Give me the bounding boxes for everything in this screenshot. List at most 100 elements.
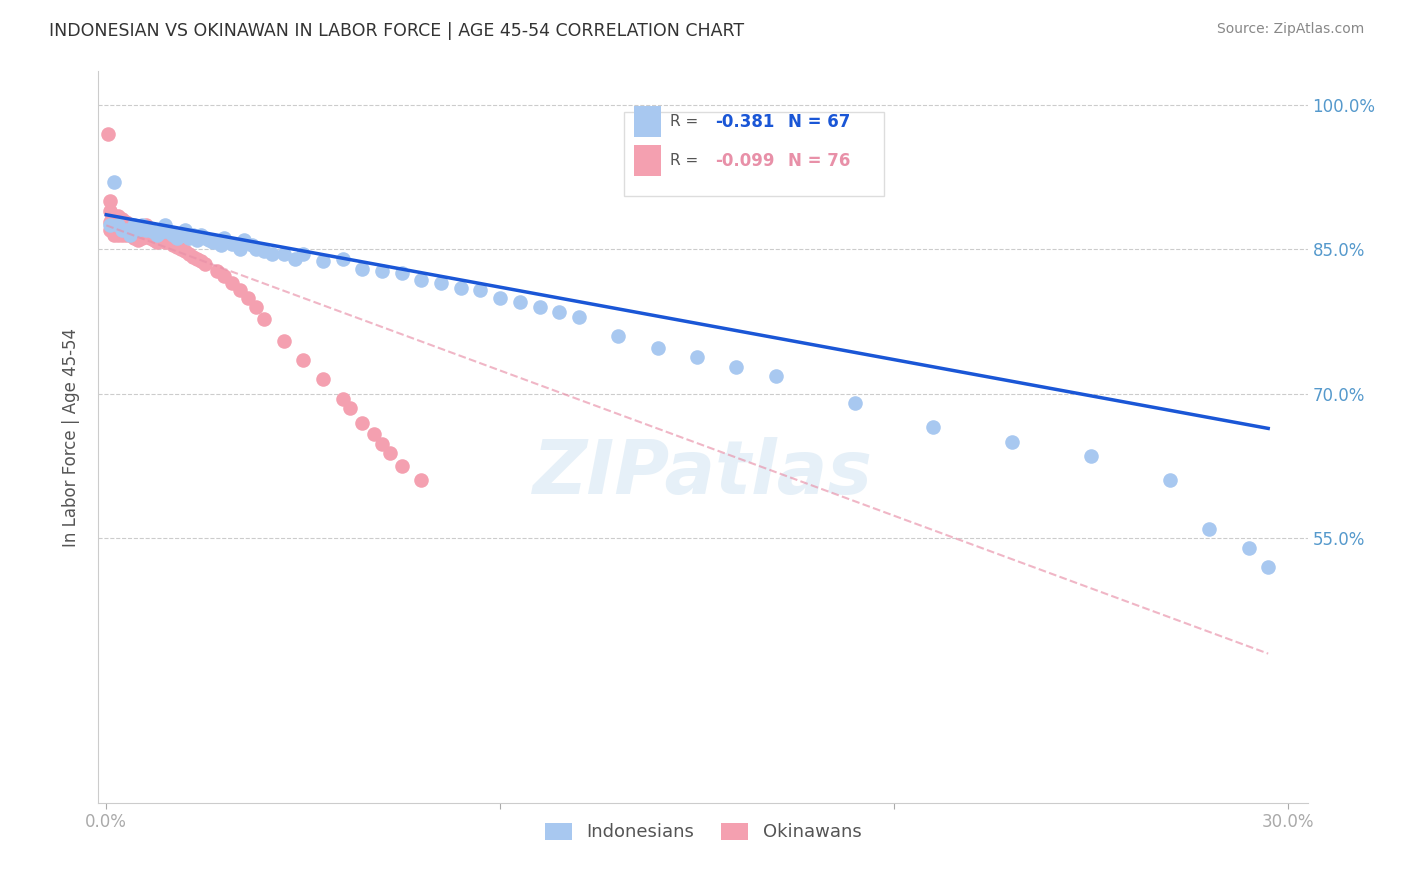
Y-axis label: In Labor Force | Age 45-54: In Labor Force | Age 45-54 bbox=[62, 327, 80, 547]
Point bbox=[411, 273, 433, 287]
Point bbox=[352, 261, 374, 276]
Point bbox=[245, 243, 267, 257]
FancyBboxPatch shape bbox=[624, 112, 884, 195]
Point bbox=[127, 223, 149, 237]
Point bbox=[205, 235, 228, 249]
Point bbox=[131, 231, 153, 245]
Point bbox=[391, 458, 413, 473]
Point bbox=[548, 305, 571, 319]
Point bbox=[107, 209, 129, 223]
Point bbox=[1159, 474, 1181, 488]
Text: -0.381: -0.381 bbox=[716, 112, 775, 131]
Text: ZIPatlas: ZIPatlas bbox=[533, 437, 873, 510]
Point bbox=[107, 219, 129, 233]
Point bbox=[186, 252, 208, 266]
Point bbox=[1001, 434, 1024, 449]
Point bbox=[118, 223, 141, 237]
Legend: Indonesians, Okinawans: Indonesians, Okinawans bbox=[537, 815, 869, 848]
Point bbox=[146, 231, 169, 245]
Point bbox=[115, 219, 138, 234]
Point bbox=[107, 219, 129, 233]
Point bbox=[146, 235, 169, 249]
Point bbox=[122, 221, 145, 235]
Point bbox=[332, 252, 354, 266]
Point bbox=[292, 247, 315, 261]
Point bbox=[568, 310, 591, 324]
Point bbox=[284, 252, 307, 266]
Point bbox=[155, 219, 177, 233]
Text: N = 67: N = 67 bbox=[787, 112, 851, 131]
Text: R =: R = bbox=[671, 153, 699, 168]
Point bbox=[186, 233, 208, 247]
Point bbox=[765, 369, 787, 384]
Point bbox=[98, 194, 121, 209]
Point bbox=[260, 247, 283, 261]
Point bbox=[273, 334, 295, 348]
Point bbox=[201, 235, 224, 249]
Bar bbox=[634, 145, 661, 176]
Point bbox=[391, 267, 413, 281]
Point bbox=[725, 359, 748, 374]
Point bbox=[844, 396, 866, 410]
Point bbox=[127, 233, 149, 247]
Point bbox=[157, 235, 180, 249]
Point bbox=[111, 223, 134, 237]
Point bbox=[111, 215, 134, 229]
Point bbox=[103, 211, 125, 226]
Point bbox=[529, 300, 551, 314]
Text: Source: ZipAtlas.com: Source: ZipAtlas.com bbox=[1216, 22, 1364, 37]
Point bbox=[138, 223, 160, 237]
Point bbox=[138, 225, 160, 239]
Point bbox=[122, 231, 145, 245]
Point bbox=[142, 225, 165, 239]
Point bbox=[131, 219, 153, 233]
Point bbox=[146, 227, 169, 242]
Point bbox=[607, 329, 630, 343]
Point bbox=[647, 341, 669, 355]
Point bbox=[155, 231, 177, 245]
Point bbox=[122, 225, 145, 239]
Point bbox=[111, 211, 134, 226]
Point bbox=[157, 225, 180, 239]
Point bbox=[135, 219, 157, 233]
Point bbox=[209, 237, 232, 252]
Point bbox=[103, 215, 125, 229]
Point bbox=[312, 372, 335, 386]
Point bbox=[138, 231, 160, 245]
Point bbox=[131, 225, 153, 239]
Point bbox=[135, 227, 157, 242]
Point bbox=[509, 295, 531, 310]
Point bbox=[166, 240, 188, 254]
Point bbox=[98, 223, 121, 237]
Text: INDONESIAN VS OKINAWAN IN LABOR FORCE | AGE 45-54 CORRELATION CHART: INDONESIAN VS OKINAWAN IN LABOR FORCE | … bbox=[49, 22, 744, 40]
Point bbox=[253, 244, 276, 259]
Point bbox=[1198, 521, 1220, 535]
Point bbox=[115, 223, 138, 237]
Point bbox=[229, 243, 252, 257]
Point bbox=[411, 474, 433, 488]
Point bbox=[162, 227, 184, 242]
Point bbox=[194, 231, 217, 245]
Point bbox=[312, 254, 335, 268]
Point bbox=[103, 219, 125, 234]
Point bbox=[214, 269, 236, 284]
Point bbox=[181, 250, 204, 264]
Point bbox=[205, 263, 228, 277]
Point bbox=[177, 231, 200, 245]
Point bbox=[1080, 450, 1102, 464]
Point bbox=[190, 227, 212, 242]
Point bbox=[371, 263, 394, 277]
Point bbox=[174, 223, 197, 237]
Point bbox=[150, 233, 173, 247]
Point bbox=[107, 227, 129, 242]
Point bbox=[229, 283, 252, 297]
Point bbox=[162, 237, 184, 252]
Point bbox=[177, 247, 200, 261]
Text: -0.099: -0.099 bbox=[716, 152, 775, 169]
Point bbox=[240, 237, 263, 252]
Point bbox=[1237, 541, 1260, 555]
Point bbox=[489, 291, 512, 305]
Point bbox=[142, 233, 165, 247]
Point bbox=[170, 227, 193, 242]
Point bbox=[118, 219, 141, 233]
